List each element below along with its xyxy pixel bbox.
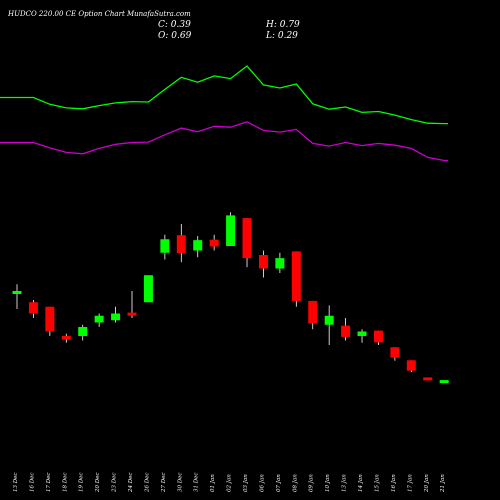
x-tick-label: 17 Dec bbox=[46, 473, 52, 493]
x-tick-label: 02 Jan bbox=[227, 474, 233, 492]
candle bbox=[406, 360, 416, 372]
candle-body bbox=[308, 300, 318, 324]
candle-body bbox=[324, 315, 334, 325]
candle-body bbox=[127, 312, 137, 316]
candle bbox=[423, 377, 433, 381]
candle-body bbox=[209, 239, 219, 247]
candle-body bbox=[357, 331, 367, 336]
candle bbox=[61, 333, 71, 343]
candle-body bbox=[193, 240, 203, 251]
candle-body bbox=[406, 360, 416, 371]
x-tick-label: 08 Jan bbox=[292, 474, 298, 492]
candle bbox=[258, 250, 268, 278]
x-tick-label: 17 Jan bbox=[407, 474, 413, 492]
x-tick-label: 01 Jan bbox=[210, 474, 216, 492]
candle bbox=[291, 251, 301, 307]
x-tick-label: 30 Dec bbox=[177, 473, 183, 493]
candle-body bbox=[111, 313, 121, 321]
x-tick-label: 26 Dec bbox=[144, 473, 150, 494]
candle-body bbox=[160, 239, 170, 253]
candle-body bbox=[226, 215, 236, 246]
low-value: L: 0.29 bbox=[266, 31, 298, 41]
chart-title: HUDCO 220.00 CE Option Chart MunafaSutra… bbox=[8, 10, 191, 18]
candle-body bbox=[423, 377, 433, 381]
candle-body bbox=[373, 330, 383, 343]
candle bbox=[28, 300, 38, 318]
candle bbox=[160, 234, 170, 260]
candle-body bbox=[94, 315, 104, 323]
upper-line bbox=[0, 65, 448, 125]
x-tick-label: 21 Jan bbox=[440, 474, 446, 493]
x-tick-label: 13 Jan bbox=[342, 474, 348, 492]
candle bbox=[176, 223, 186, 263]
candle bbox=[439, 380, 449, 384]
candle bbox=[78, 324, 88, 341]
candle bbox=[12, 284, 22, 309]
candle-body bbox=[390, 347, 400, 358]
candle-body bbox=[439, 380, 449, 384]
x-tick-label: 14 Jan bbox=[358, 474, 364, 492]
candle-body bbox=[291, 251, 301, 301]
candle bbox=[341, 318, 351, 341]
candle bbox=[390, 347, 400, 361]
candle bbox=[275, 252, 285, 273]
x-tick-label: 23 Dec bbox=[112, 473, 118, 494]
close-value: C: 0.39 bbox=[158, 20, 191, 30]
upper-line-path bbox=[0, 65, 448, 125]
x-tick-label: 27 Dec bbox=[161, 473, 167, 494]
x-tick-label: 16 Jan bbox=[391, 474, 397, 492]
x-tick-label: 16 Dec bbox=[29, 473, 35, 493]
candle bbox=[193, 236, 203, 258]
candle bbox=[209, 234, 219, 251]
candle bbox=[226, 212, 236, 246]
candle bbox=[127, 291, 137, 318]
candle bbox=[357, 329, 367, 343]
candle-body bbox=[12, 291, 22, 294]
candle-body bbox=[176, 235, 186, 254]
high-value: H: 0.79 bbox=[266, 20, 300, 30]
candle bbox=[373, 330, 383, 345]
x-tick-label: 07 Jan bbox=[276, 474, 282, 492]
x-tick-label: 20 Dec bbox=[95, 473, 101, 494]
candle-body bbox=[61, 336, 71, 340]
x-tick-label: 10 Jan bbox=[325, 474, 331, 492]
candle bbox=[308, 300, 318, 330]
candle-body bbox=[242, 218, 252, 259]
x-tick-label: 20 Jan bbox=[424, 474, 430, 493]
open-value: O: 0.69 bbox=[158, 31, 192, 41]
candle-body bbox=[341, 325, 351, 337]
candle-body bbox=[275, 258, 285, 269]
candle-body bbox=[45, 306, 55, 332]
candle bbox=[143, 275, 153, 303]
candle bbox=[324, 305, 334, 345]
candle-body bbox=[143, 275, 153, 303]
candle bbox=[111, 306, 121, 323]
x-tick-label: 06 Jan bbox=[259, 474, 265, 492]
candles bbox=[12, 212, 449, 384]
x-tick-label: 24 Dec bbox=[128, 473, 134, 494]
x-tick-label: 03 Jan bbox=[243, 474, 249, 492]
x-tick-label: 18 Dec bbox=[62, 473, 68, 493]
candle bbox=[242, 218, 252, 268]
x-tick-label: 09 Jan bbox=[309, 474, 315, 492]
candle bbox=[94, 313, 104, 327]
x-tick-label: 13 Dec bbox=[13, 473, 19, 493]
candle-body bbox=[28, 302, 38, 314]
x-tick-label: 31 Dec bbox=[194, 473, 200, 493]
candle-body bbox=[78, 327, 88, 336]
lower-line bbox=[0, 121, 448, 162]
lower-line-path bbox=[0, 121, 448, 162]
candle-body bbox=[258, 255, 268, 269]
candle bbox=[45, 306, 55, 336]
x-tick-label: 19 Dec bbox=[79, 473, 85, 493]
x-axis-labels: 13 Dec 16 Dec 17 Dec 18 Dec 19 Dec 20 Dec 23 D… bbox=[13, 473, 446, 494]
x-tick-label: 15 Jan bbox=[374, 474, 380, 492]
